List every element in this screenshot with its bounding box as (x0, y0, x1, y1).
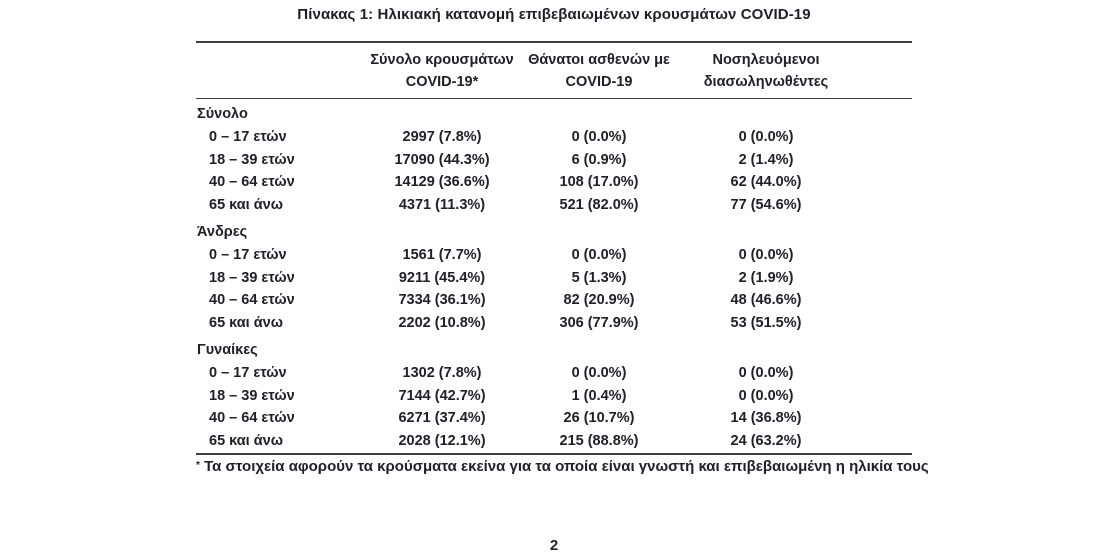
deaths-cell: 82 (20.9%) (563, 292, 635, 309)
table-body: Σύνολο 0 – 17 ετών 2997 (7.8%) 0 (0.0%) … (196, 99, 912, 454)
section-label: Γυναίκες (197, 341, 258, 358)
cases-cell: 2202 (10.8%) (398, 315, 486, 332)
table-row: 18 – 39 ετών 9211 (45.4%) 5 (1.3%) 2 (1.… (196, 267, 912, 290)
intubated-cell: 0 (0.0%) (738, 246, 794, 263)
intubated-cell: 0 (0.0%) (738, 364, 794, 381)
deaths-cell: 0 (0.0%) (571, 364, 627, 381)
table-row: 18 – 39 ετών 17090 (44.3%) 6 (0.9%) 2 (1… (196, 149, 912, 172)
cases-cell: 9211 (45.4%) (398, 269, 486, 286)
age-label: 65 και άνω (209, 197, 283, 214)
intubated-cell: 2 (1.9%) (738, 269, 794, 286)
cases-cell: 17090 (44.3%) (394, 151, 490, 168)
age-label: 65 και άνω (209, 315, 283, 332)
deaths-cell: 1 (0.4%) (571, 387, 627, 404)
intubated-cell: 0 (0.0%) (738, 387, 794, 404)
deaths-cell: 215 (88.8%) (559, 433, 639, 450)
table-row: 65 και άνω 2028 (12.1%) 215 (88.8%) 24 (… (196, 430, 912, 454)
intubated-cell: 2 (1.4%) (738, 151, 794, 168)
table-row: 40 – 64 ετών 7334 (36.1%) 82 (20.9%) 48 … (196, 289, 912, 312)
age-label: 18 – 39 ετών (209, 269, 295, 286)
section-row-women: Γυναίκες (196, 335, 912, 362)
age-label: 18 – 39 ετών (209, 387, 295, 404)
deaths-cell: 306 (77.9%) (559, 315, 639, 332)
table-row: 65 και άνω 2202 (10.8%) 306 (77.9%) 53 (… (196, 312, 912, 335)
page-title: Πίνακας 1: Ηλικιακή κατανομή επιβεβαιωμέ… (297, 6, 811, 23)
intubated-cell: 48 (46.6%) (730, 292, 802, 309)
section-label: Άνδρες (197, 223, 248, 240)
deaths-cell: 521 (82.0%) (559, 197, 639, 214)
document-page: Πίνακας 1: Ηλικιακή κατανομή επιβεβαιωμέ… (196, 0, 929, 554)
cases-cell: 4371 (11.3%) (398, 197, 486, 214)
age-label: 0 – 17 ετών (209, 128, 287, 145)
footnote-marker: * (196, 459, 200, 471)
intubated-cell: 53 (51.5%) (730, 315, 802, 332)
age-label: 40 – 64 ετών (209, 292, 295, 309)
column-header-intubated: Νοσηλευόμενοι διασωληνωθέντες (682, 42, 850, 99)
deaths-cell: 0 (0.0%) (571, 128, 627, 145)
cases-cell: 7144 (42.7%) (398, 387, 486, 404)
age-label: 18 – 39 ετών (209, 151, 295, 168)
table-row: 40 – 64 ετών 14129 (36.6%) 108 (17.0%) 6… (196, 171, 912, 194)
column-header-filler (850, 42, 912, 99)
cases-cell: 7334 (36.1%) (398, 292, 486, 309)
intubated-cell: 14 (36.8%) (730, 410, 802, 427)
table-row: 0 – 17 ετών 1561 (7.7%) 0 (0.0%) 0 (0.0%… (196, 244, 912, 267)
cases-cell: 1302 (7.8%) (402, 364, 482, 381)
table-footnote: * Τα στοιχεία αφορούν τα κρούσματα εκείν… (196, 457, 929, 476)
cases-cell: 1561 (7.7%) (402, 246, 482, 263)
column-header-cases: Σύνολο κρουσμάτων COVID-19* (368, 42, 516, 99)
column-header-deaths: Θάνατοι ασθενών με COVID-19 (516, 42, 682, 99)
intubated-cell: 0 (0.0%) (738, 128, 794, 145)
table-row: 0 – 17 ετών 2997 (7.8%) 0 (0.0%) 0 (0.0%… (196, 126, 912, 149)
deaths-cell: 26 (10.7%) (563, 410, 635, 427)
age-label: 0 – 17 ετών (209, 364, 287, 381)
cases-cell: 2028 (12.1%) (398, 433, 486, 450)
section-row-total: Σύνολο (196, 99, 912, 126)
age-label: 40 – 64 ετών (209, 174, 295, 191)
cases-cell: 14129 (36.6%) (394, 174, 490, 191)
age-label: 40 – 64 ετών (209, 410, 295, 427)
intubated-cell: 24 (63.2%) (730, 433, 802, 450)
deaths-cell: 108 (17.0%) (559, 174, 639, 191)
deaths-cell: 5 (1.3%) (571, 269, 627, 286)
deaths-cell: 6 (0.9%) (571, 151, 627, 168)
covid-age-distribution-table: Σύνολο κρουσμάτων COVID-19* Θάνατοι ασθε… (196, 41, 912, 455)
section-label: Σύνολο (197, 106, 248, 122)
deaths-cell: 0 (0.0%) (571, 246, 627, 263)
section-row-men: Άνδρες (196, 217, 912, 244)
footnote-text: Τα στοιχεία αφορούν τα κρούσματα εκείνα … (204, 457, 929, 475)
table-row: 40 – 64 ετών 6271 (37.4%) 26 (10.7%) 14 … (196, 407, 912, 430)
cases-cell: 2997 (7.8%) (402, 128, 482, 145)
table-row: 65 και άνω 4371 (11.3%) 521 (82.0%) 77 (… (196, 194, 912, 217)
page-number: 2 (549, 537, 559, 554)
cases-cell: 6271 (37.4%) (398, 410, 486, 427)
table-row: 0 – 17 ετών 1302 (7.8%) 0 (0.0%) 0 (0.0%… (196, 362, 912, 385)
age-label: 0 – 17 ετών (209, 246, 287, 263)
column-header-empty (196, 42, 368, 99)
table-row: 18 – 39 ετών 7144 (42.7%) 1 (0.4%) 0 (0.… (196, 385, 912, 408)
table-header: Σύνολο κρουσμάτων COVID-19* Θάνατοι ασθε… (196, 42, 912, 99)
age-label: 65 και άνω (209, 433, 283, 450)
intubated-cell: 77 (54.6%) (730, 197, 802, 214)
intubated-cell: 62 (44.0%) (730, 174, 802, 191)
